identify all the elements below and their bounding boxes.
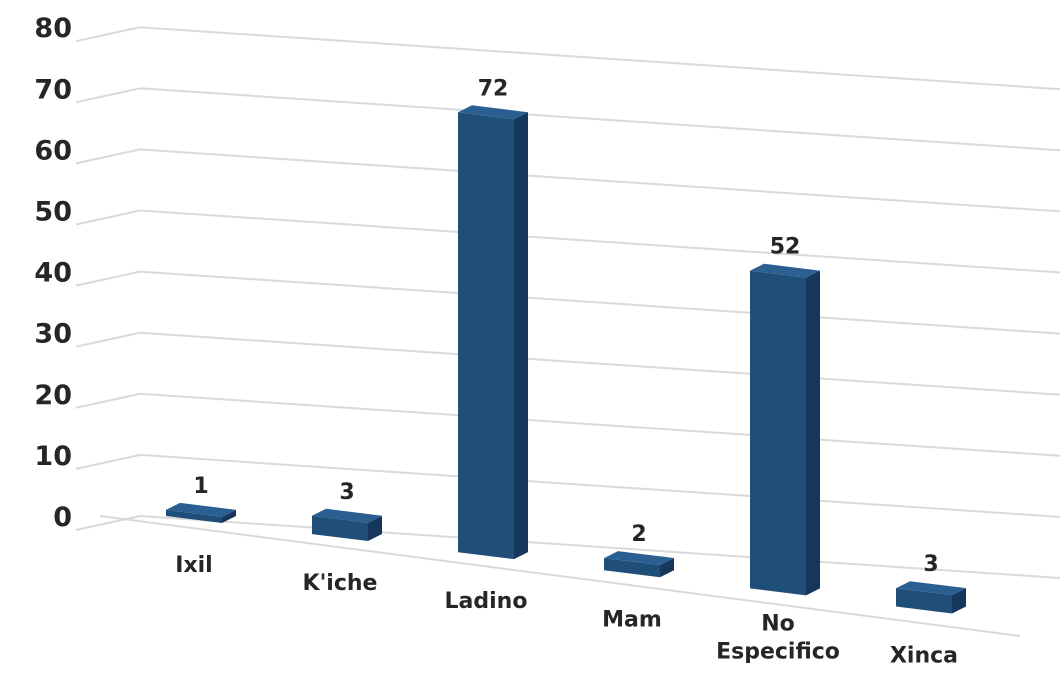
gridline-depth (75, 87, 141, 104)
y-tick-label: 10 (34, 441, 72, 472)
gridline (139, 453, 1060, 518)
data-label: 2 (631, 522, 646, 547)
y-tick-label: 60 (34, 135, 72, 166)
gridline (139, 148, 1060, 213)
bar (896, 581, 966, 614)
gridline (139, 26, 1060, 91)
y-tick-label: 30 (34, 319, 72, 350)
y-tick-label: 20 (34, 380, 72, 411)
gridline (139, 87, 1060, 152)
bar (458, 105, 528, 560)
bar-top-face (166, 502, 236, 517)
bar-top-face (750, 263, 820, 278)
bar-front-face (312, 515, 368, 542)
bars (166, 105, 966, 614)
y-tick-label: 50 (34, 197, 72, 228)
data-label: 3 (923, 552, 938, 577)
data-label: 72 (478, 76, 509, 101)
gridline-depth (75, 209, 141, 226)
bar-top-face (458, 105, 528, 120)
category-label: Ixil (175, 553, 212, 578)
category-label: K'iche (303, 571, 378, 596)
category-labels: Ixil K'iche Ladino Mam No Especifico Xinca (175, 553, 958, 669)
gridline-depth (75, 392, 141, 409)
bar (166, 502, 236, 523)
bar-top-face (312, 508, 382, 523)
gridline (139, 515, 1060, 579)
bar-top-face (896, 581, 966, 596)
gridline-depth (75, 453, 141, 470)
gridline-depth (75, 26, 141, 43)
y-tick-label: 0 (53, 502, 72, 533)
bar-side-face (222, 509, 236, 523)
bar-side-face (368, 515, 382, 542)
bar-front-face (166, 509, 222, 523)
bar-top-face (604, 551, 674, 566)
gridline-depth (75, 148, 141, 165)
bar-front-face (604, 558, 660, 578)
category-label: No (761, 611, 795, 636)
gridline-depth (75, 515, 141, 531)
data-label: 3 (339, 480, 354, 505)
bar-side-face (952, 588, 966, 614)
gridline (139, 392, 1060, 457)
gridline (139, 209, 1060, 274)
y-tick-label: 40 (34, 258, 72, 289)
bar (604, 551, 674, 578)
y-axis-ticks: 0 10 20 30 40 50 60 70 80 (34, 13, 72, 533)
bar-side-face (806, 270, 820, 596)
gridline-depth (75, 270, 141, 287)
y-tick-label: 70 (34, 74, 72, 105)
category-label: Ladino (445, 589, 528, 614)
gridline-depth (75, 331, 141, 348)
bar (750, 263, 820, 596)
category-label: Especifico (716, 639, 840, 664)
category-label: Xinca (890, 644, 958, 669)
bar-front-face (896, 588, 952, 614)
bar-front-face (750, 270, 806, 596)
gridline (139, 331, 1060, 396)
gridlines (75, 26, 1060, 637)
category-label: Mam (602, 607, 662, 632)
gridline (139, 270, 1060, 335)
data-labels: 1 3 72 2 52 3 (193, 76, 938, 577)
bar-front-face (458, 112, 514, 560)
floor-front-edge (99, 515, 1021, 637)
bar-side-face (660, 558, 674, 578)
data-label: 52 (770, 235, 801, 260)
y-tick-label: 80 (34, 13, 72, 44)
bar-side-face (514, 112, 528, 560)
data-label: 1 (193, 474, 208, 499)
bar (312, 508, 382, 542)
